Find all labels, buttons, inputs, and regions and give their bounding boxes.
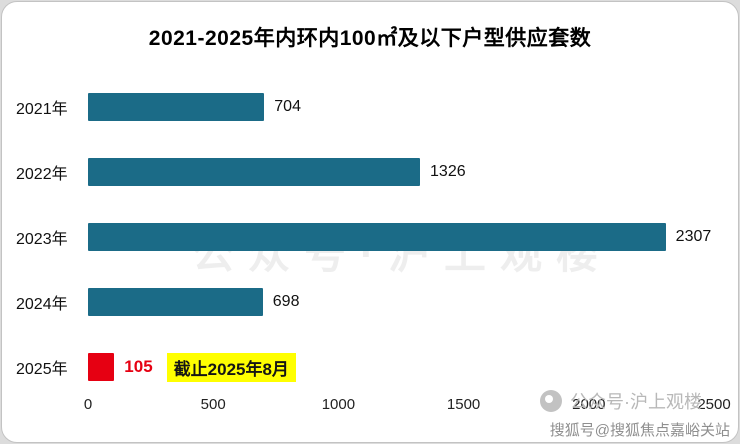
bar — [88, 223, 666, 251]
x-axis: 0 500 1000 1500 2000 2500 — [84, 396, 731, 416]
bar-track: 698 — [88, 287, 714, 317]
value-label: 2307 — [675, 228, 712, 245]
bar — [88, 288, 263, 316]
account-watermark-label: 公众号·沪上观楼 — [570, 392, 702, 412]
bar-annotation: 截止2025年8月 — [166, 352, 296, 382]
category-label: 2022年 — [16, 166, 68, 183]
x-tick-label: 2500 — [697, 396, 731, 413]
chart-row: 2023年 2307 — [16, 222, 714, 252]
category-label: 2025年 — [16, 361, 68, 378]
chart-row: 2025年 105 截止2025年8月 — [16, 352, 714, 382]
bar-track: 1326 — [88, 157, 714, 187]
value-label: 105 — [124, 357, 153, 376]
x-tick-label: 1000 — [321, 396, 356, 413]
bar — [88, 93, 265, 121]
x-tick-label: 1500 — [446, 396, 481, 413]
value-label: 698 — [272, 293, 300, 310]
bar-track: 704 — [88, 92, 714, 122]
x-tick-label: 0 — [83, 396, 93, 413]
bar-track: 105 截止2025年8月 — [88, 352, 714, 382]
category-label: 2021年 — [16, 101, 68, 118]
category-label: 2023年 — [16, 231, 68, 248]
chart-title: 2021-2025年内环内100㎡及以下户型供应套数 — [148, 27, 592, 50]
wechat-icon — [540, 390, 562, 412]
chart-row: 2024年 698 — [16, 287, 714, 317]
bar-track: 2307 — [88, 222, 714, 252]
bar — [88, 353, 115, 381]
value-label: 1326 — [430, 163, 466, 180]
x-tick-label: 2000 — [572, 396, 606, 413]
value-label: 704 — [274, 98, 301, 115]
bar — [88, 158, 421, 186]
chart-rows: 2021年 704 2022年 1326 2023年 2307 2024年 698 2025年 1… — [16, 92, 714, 382]
x-tick-label: 500 — [200, 396, 226, 413]
chart-row: 2021年 704 — [16, 92, 714, 122]
category-label: 2024年 — [16, 296, 68, 313]
chart-row: 2022年 1326 — [16, 157, 714, 187]
account-watermark: 公众号·沪上观楼 — [540, 388, 702, 414]
credit-watermark: 搜狐号@搜狐焦点嘉峪关站 — [549, 422, 730, 439]
